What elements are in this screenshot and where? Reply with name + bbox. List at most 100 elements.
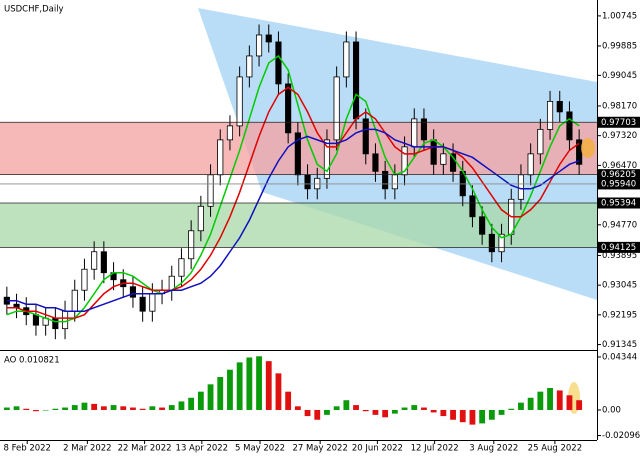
candle-body <box>498 233 505 253</box>
ao-bar <box>178 401 185 410</box>
level-label: 0.95940 <box>601 179 636 189</box>
zone <box>0 203 597 248</box>
indicator-title: AO 0.010821 <box>4 356 60 366</box>
ao-bar <box>91 403 98 410</box>
ao-bar <box>508 408 515 410</box>
moving-average <box>6 54 580 323</box>
ao-bar <box>294 406 301 410</box>
x-tick-label: 5 May 2022 <box>235 444 285 454</box>
candle-body <box>362 118 369 155</box>
candle-body <box>129 286 137 298</box>
candle-body <box>391 174 398 190</box>
ao-bar <box>343 400 350 410</box>
ao-bar <box>62 407 68 410</box>
ao-bar <box>362 409 369 412</box>
ao-bar <box>498 409 505 415</box>
ao-bar <box>537 391 544 410</box>
ao-bar <box>71 405 78 410</box>
candle-body <box>420 118 428 141</box>
ao-bar <box>576 400 583 410</box>
candle-body <box>556 100 563 113</box>
candle-body <box>275 41 282 85</box>
x-tick-label: 13 Apr 2022 <box>176 444 229 454</box>
ao-bar <box>430 409 437 413</box>
candle-body <box>479 216 486 235</box>
candle-body <box>304 174 311 190</box>
ao-bar <box>479 409 486 424</box>
ao-bar <box>518 402 524 410</box>
y-tick-label: 0.93895 <box>602 251 637 261</box>
y-tick-label: 0.93045 <box>602 281 637 291</box>
ao-bar <box>401 407 408 410</box>
y-tick-label: 0.97320 <box>602 131 637 141</box>
candle-body <box>488 233 495 253</box>
ao-bar <box>547 388 553 410</box>
ao-bar <box>236 362 243 410</box>
level-tag: 0.95394 <box>598 197 640 209</box>
level-label: 0.94125 <box>601 243 636 253</box>
ao-bar <box>372 409 379 415</box>
ao-bar <box>411 405 418 410</box>
candle-body <box>333 76 340 141</box>
ao-bar <box>256 356 262 410</box>
y-tick-label: 0.04344 <box>602 352 637 362</box>
ao-bar <box>188 397 195 410</box>
candle-body <box>207 174 214 207</box>
candle-body <box>440 153 447 165</box>
candle-body <box>343 41 350 78</box>
ao-bar <box>440 409 447 417</box>
y-tick-label: 0.00 <box>602 405 621 415</box>
level-label: 0.97703 <box>601 118 636 128</box>
y-tick-label: 0.91345 <box>602 340 637 350</box>
candle-body <box>546 100 554 130</box>
ao-bar <box>469 409 476 425</box>
candle-body <box>217 139 224 176</box>
candle-body <box>188 230 195 260</box>
ao-bar <box>197 391 204 410</box>
candle-body <box>449 153 457 172</box>
candle-body <box>81 268 88 291</box>
level-tag: 0.95940 <box>598 178 640 190</box>
level-tag: 0.97703 <box>598 116 640 128</box>
ao-bar <box>52 408 59 410</box>
x-tick-label: 25 Aug 2022 <box>528 444 582 454</box>
y-tick-label: 1.00745 <box>602 11 637 21</box>
ao-bar <box>333 406 340 410</box>
candle-body <box>61 310 69 330</box>
ao-bar <box>421 407 427 410</box>
y-tick-label: 0.92195 <box>602 310 637 320</box>
ao-bar <box>275 373 282 410</box>
moving-average <box>6 128 580 312</box>
candle-body <box>517 174 525 200</box>
candle-body <box>265 34 272 43</box>
ao-bar <box>33 409 39 412</box>
ao-bar <box>527 397 534 410</box>
level-box <box>598 178 640 190</box>
ao-bar <box>13 406 20 410</box>
level-box <box>598 197 640 209</box>
ao-bar <box>81 402 88 410</box>
level-box <box>598 169 640 181</box>
x-tick-label: 12 Jul 2022 <box>411 444 459 454</box>
candle-body <box>527 153 534 176</box>
ao-bar <box>42 409 49 411</box>
candle-body <box>285 83 292 134</box>
ao-bar <box>391 409 398 414</box>
level-box <box>598 241 640 253</box>
level-label: 0.96205 <box>601 170 636 180</box>
candle-body <box>537 128 544 155</box>
x-tick-label: 8 Feb 2022 <box>3 444 51 454</box>
ao-bar <box>207 384 214 410</box>
y-tick-label: 0.98170 <box>602 101 637 111</box>
ao-bar <box>556 390 563 410</box>
ao-bar <box>149 406 156 410</box>
x-tick-label: 2 Mar 2022 <box>63 444 111 454</box>
y-tick-label: 0.99885 <box>602 41 637 51</box>
level-tag: 0.94125 <box>598 241 640 253</box>
candle-body <box>236 76 243 127</box>
candle-body <box>372 153 379 172</box>
x-tick-label: 3 Aug 2022 <box>469 444 518 454</box>
x-tick-label: 20 Jun 2022 <box>352 444 403 454</box>
candle-body <box>139 296 146 312</box>
